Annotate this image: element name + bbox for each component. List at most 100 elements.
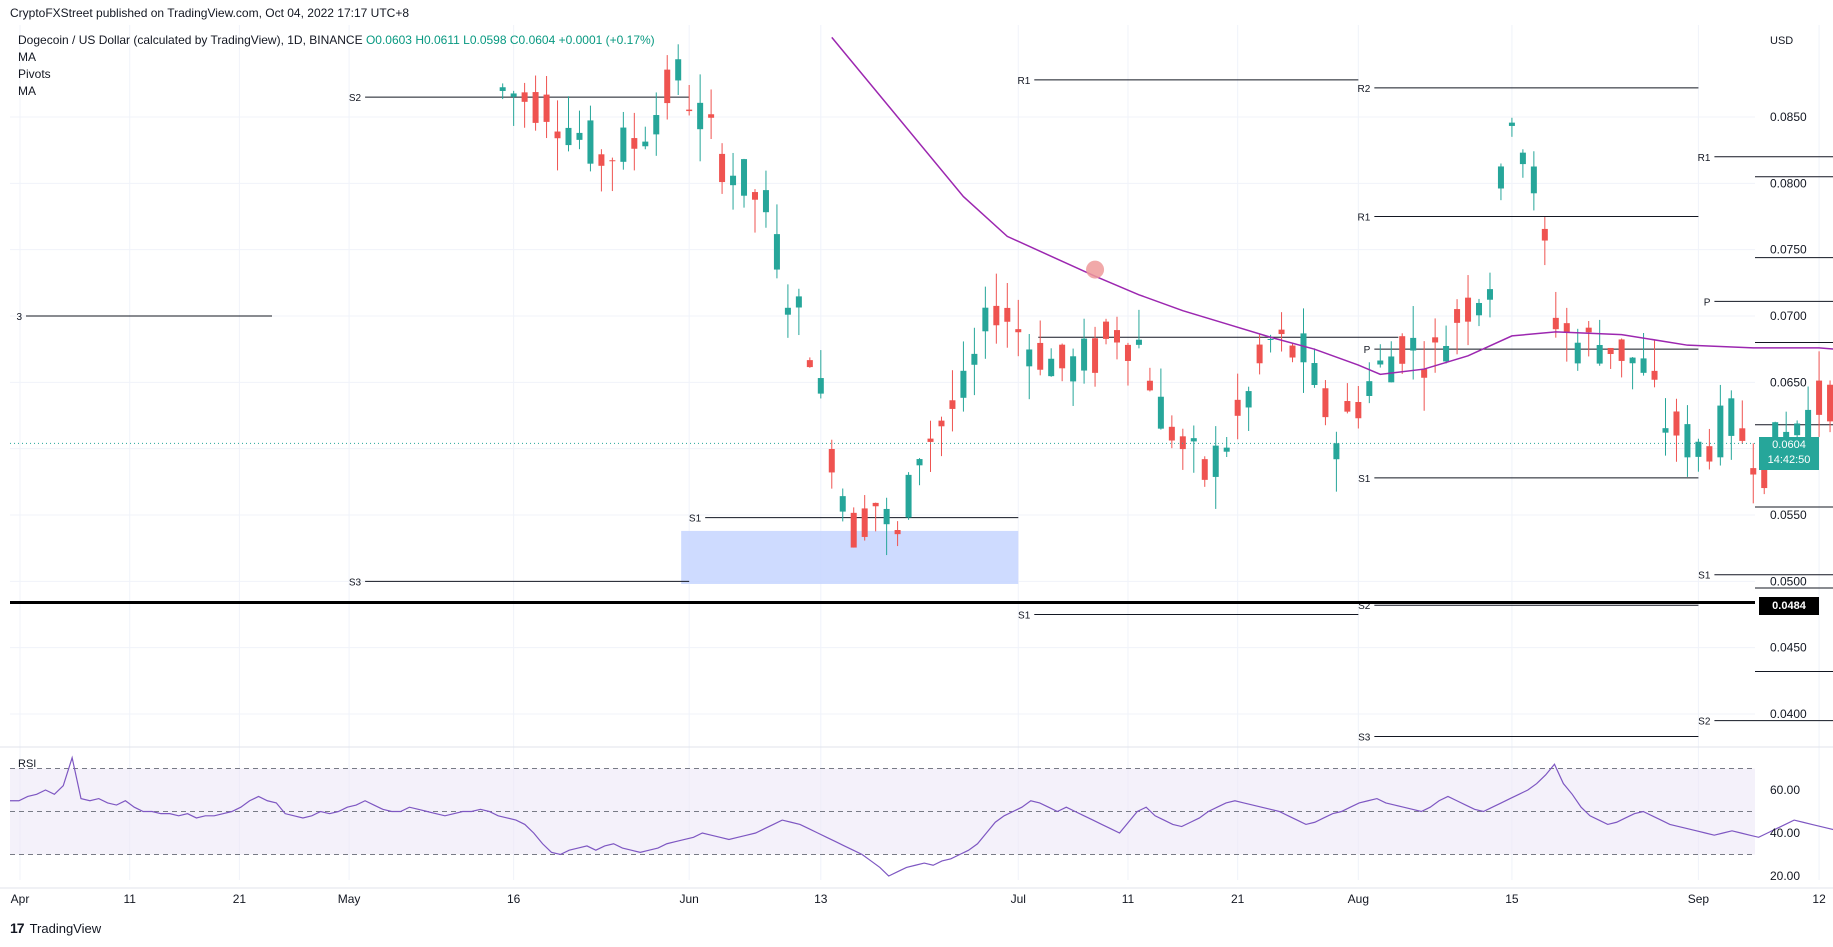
candle-down: [1092, 338, 1099, 373]
candle-up: [1388, 356, 1395, 383]
pivot-label: R1: [1698, 153, 1711, 164]
candle-down: [1750, 468, 1757, 475]
candle-down: [543, 94, 550, 122]
time-tick-label: May: [338, 892, 361, 906]
symbol-line: Dogecoin / US Dollar (calculated by Trad…: [18, 32, 655, 49]
price-tick-label: 0.0450: [1770, 641, 1807, 655]
candles-layer[interactable]: [499, 44, 1833, 556]
axes-layer: 0.08500.08000.07500.07000.06500.06000.05…: [0, 35, 1833, 906]
candle-up: [1410, 337, 1417, 351]
grid-lines: [10, 25, 1820, 880]
pivot-label: P: [1704, 297, 1711, 308]
candle-up: [1135, 339, 1142, 345]
touch-marker: [1086, 260, 1105, 279]
time-tick-label: 21: [233, 892, 247, 906]
candle-down: [1673, 411, 1680, 436]
candle-up: [839, 496, 846, 512]
candle-down: [1355, 401, 1362, 419]
currency-label: USD: [1770, 35, 1793, 47]
candle-up: [1476, 302, 1483, 316]
candle-down: [1124, 344, 1131, 361]
indicator-ma-2[interactable]: MA: [18, 84, 36, 98]
candle-up: [1717, 405, 1724, 458]
candle-down: [1465, 297, 1472, 322]
time-tick-label: 16: [507, 892, 521, 906]
candle-up: [1212, 445, 1219, 477]
candle-up: [1070, 356, 1077, 382]
rsi-tick-label: 20.00: [1770, 869, 1800, 883]
candle-up: [1519, 152, 1526, 165]
candle-up: [1805, 409, 1812, 439]
candle-up: [653, 115, 660, 135]
candle-down: [1278, 329, 1285, 335]
rsi-tick-label: 40.00: [1770, 826, 1800, 840]
candle-up: [1048, 358, 1055, 377]
candle-up: [697, 102, 704, 130]
pivot-label: S3: [1358, 733, 1371, 744]
candle-down: [1585, 327, 1592, 333]
candle-up: [1596, 345, 1603, 364]
candle-up: [741, 159, 748, 196]
indicator-ma-1[interactable]: MA: [18, 50, 36, 64]
candle-up: [1530, 166, 1537, 194]
candle-down: [1421, 369, 1428, 378]
price-tick-label: 0.0800: [1770, 176, 1807, 190]
candle-down: [1234, 399, 1241, 416]
price-tick-label: 0.0650: [1770, 375, 1807, 389]
tradingview-logo-icon: 17: [10, 920, 25, 936]
demand-zone-layer: [681, 530, 1019, 584]
candle-down: [1344, 401, 1351, 412]
price-tick-label: 0.0850: [1770, 110, 1807, 124]
candle-down: [828, 448, 835, 473]
candle-up: [1190, 438, 1197, 442]
brand-name[interactable]: TradingView: [29, 920, 102, 936]
ma-line-purple: [831, 36, 1833, 376]
price-tick-label: 0.0500: [1770, 574, 1807, 588]
candle-down: [1432, 337, 1439, 343]
candle-up: [795, 296, 802, 308]
candle-down: [1563, 323, 1570, 333]
pivot-label: R2: [1358, 84, 1371, 95]
time-tick-label: 11: [123, 892, 136, 906]
candle-up: [960, 370, 967, 398]
candle-down: [751, 192, 758, 200]
indicator-pivots[interactable]: Pivots: [18, 67, 51, 81]
rsi-line: [10, 755, 1833, 877]
candle-down: [631, 138, 638, 149]
candle-up: [1026, 349, 1033, 367]
pivot-levels-layer: 3S2S3S1R1S1R2R1PS1S2S3R1PS1S2R3R2R1PS1S2…: [10, 76, 1833, 744]
time-tick-label: Sep: [1688, 892, 1710, 906]
candle-down: [1015, 329, 1022, 333]
candle-down: [850, 512, 857, 548]
time-tick-label: 13: [814, 892, 828, 906]
candle-down: [1552, 317, 1559, 330]
pivot-label: S1: [1358, 474, 1371, 485]
candle-down: [1618, 339, 1625, 361]
candle-down: [686, 109, 693, 112]
time-tick-label: Apr: [11, 892, 30, 906]
candle-up: [1508, 122, 1515, 126]
candle-up: [675, 59, 682, 81]
candle-down: [1651, 370, 1658, 380]
symbol-title: Dogecoin / US Dollar (calculated by Trad…: [18, 33, 363, 47]
candle-up: [1794, 423, 1801, 436]
candle-up: [1728, 398, 1735, 436]
candle-down: [1004, 307, 1011, 322]
candle-up: [1311, 363, 1318, 385]
publish-info: CryptoFXStreet published on TradingView.…: [10, 6, 409, 20]
pivot-label: R1: [1358, 213, 1371, 224]
rsi-pane[interactable]: [10, 755, 1833, 877]
pivot-label: S2: [1698, 717, 1711, 728]
pivot-label: S1: [1698, 571, 1711, 582]
candle-down: [1146, 380, 1153, 391]
candle-down: [894, 530, 901, 535]
pivot-label: S1: [1018, 611, 1031, 622]
pivot-label: S3: [349, 577, 362, 588]
candle-up: [817, 378, 824, 394]
pivot-label: S1: [689, 514, 702, 525]
candle-down: [521, 92, 528, 102]
candle-down: [1201, 459, 1208, 480]
demand-zone: [681, 530, 1019, 584]
candle-down: [993, 305, 1000, 326]
